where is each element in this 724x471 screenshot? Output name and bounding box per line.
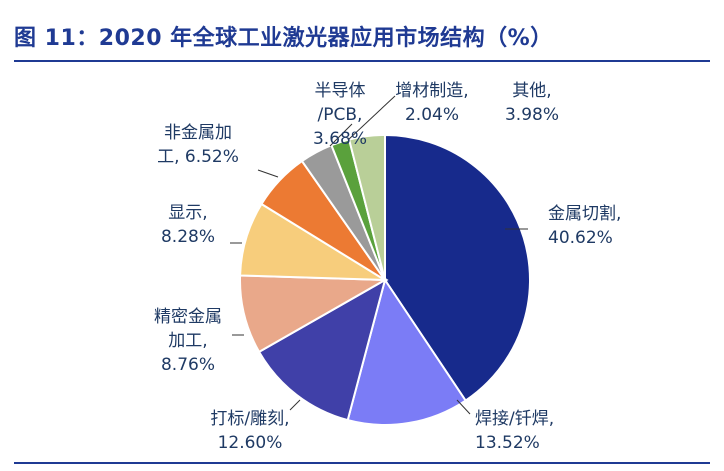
- slice-label-line: 8.28%: [161, 227, 215, 247]
- slice-label-line: 金属切割,: [548, 204, 621, 224]
- leader-lines: [230, 95, 528, 415]
- slice-label-line: 显示,: [168, 203, 207, 223]
- slice-label-line: 3.68%: [313, 129, 367, 149]
- slice-label: 精密金属加工, 8.76%: [154, 307, 222, 375]
- slice-label-line: 精密金属: [154, 307, 222, 327]
- leader-line: [289, 399, 301, 411]
- pie-slices: [239, 133, 531, 426]
- slice-label: 打标/雕刻, 12.60%: [210, 409, 289, 453]
- leader-line: [347, 95, 396, 141]
- slice-label-line: 13.52%: [475, 433, 540, 453]
- slice-label-line: 2.04%: [405, 105, 459, 125]
- slice-label: 金属切割, 40.62%: [548, 204, 621, 248]
- slice-label-line: 加工,: [168, 331, 207, 351]
- slice-label: 其他, 3.98%: [505, 81, 559, 125]
- slice-label-line: 焊接/钎焊,: [475, 409, 554, 429]
- slice-label-line: 40.62%: [548, 228, 613, 248]
- slice-label: 非金属加工, 6.52%: [157, 123, 239, 167]
- slice-label-line: 工, 6.52%: [157, 147, 239, 167]
- slice-label-line: 其他,: [512, 81, 551, 101]
- slice-labels: 金属切割, 40.62% 焊接/钎焊, 13.52% 打标/雕刻, 12.60% 精密金属加…: [154, 81, 621, 453]
- slice-label: 增材制造, 2.04%: [395, 81, 468, 125]
- pie-slice: [346, 277, 467, 426]
- slice-label-line: 半导体: [315, 81, 366, 101]
- leader-line: [257, 169, 279, 178]
- slice-label: 半导体/PCB, 3.68%: [313, 81, 367, 149]
- figure-title: 图 11：2020 年全球工业激光器应用市场结构（%）: [14, 26, 553, 51]
- slice-label: 显示, 8.28%: [161, 203, 215, 247]
- slice-label-line: 打标/雕刻,: [210, 409, 289, 429]
- slice-label-line: 12.60%: [218, 433, 283, 453]
- slice-label-line: 非金属加: [164, 123, 232, 143]
- bottom-divider: [14, 462, 710, 464]
- pie-slice: [257, 277, 387, 422]
- slice-label-line: /PCB,: [318, 105, 363, 125]
- slice-label-line: 3.98%: [505, 105, 559, 125]
- slice-label-line: 增材制造,: [395, 81, 468, 101]
- top-divider: [14, 60, 710, 62]
- slice-label-line: 8.76%: [161, 355, 215, 375]
- slice-label: 焊接/钎焊, 13.52%: [475, 409, 554, 453]
- leader-line: [456, 399, 471, 415]
- leader-line: [329, 123, 353, 147]
